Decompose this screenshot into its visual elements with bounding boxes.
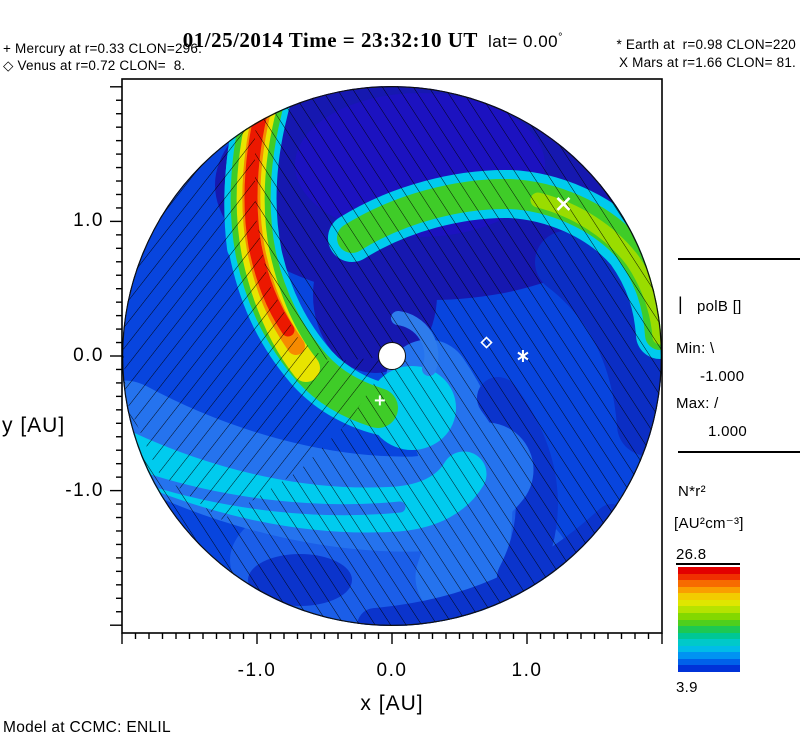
sun-icon <box>378 342 406 370</box>
colorbar-band <box>678 567 740 574</box>
colorbar-band <box>678 619 740 627</box>
colorbar-band <box>678 586 740 594</box>
colorbar-band <box>678 599 740 607</box>
venus-marker <box>480 336 493 349</box>
y-tick-label: 0.0 <box>73 345 104 366</box>
legend-mars: X Mars at r=1.66 CLON= 81. <box>618 55 796 70</box>
polb-max-value: 1.000 <box>708 423 748 440</box>
mercury-marker <box>374 395 385 406</box>
polb-max-label: Max: / <box>676 395 719 412</box>
solar-disk <box>122 86 662 626</box>
x-tick-label: 0.0 <box>376 660 408 681</box>
y-tick-label: 1.0 <box>73 210 104 231</box>
colorbar-band <box>678 573 740 581</box>
x-tick-label: -1.0 <box>237 660 277 681</box>
y-axis-label: y [AU] <box>2 414 66 437</box>
x-tick-label: 1.0 <box>511 660 543 681</box>
title-datetime: 01/25/2014 Time = 23:32:10 UT <box>182 28 478 52</box>
mars-marker <box>556 196 571 211</box>
polb-title: polB [] <box>697 298 742 315</box>
y-axis-ticks <box>110 86 122 626</box>
y-tick-label: -1.0 <box>65 480 104 501</box>
polb-bar-symbol: | <box>678 294 683 314</box>
colorbar-min-value: 3.9 <box>676 679 698 696</box>
panel-divider-top <box>678 258 800 260</box>
colorbar-band <box>678 593 740 600</box>
plot-title: 01/25/2014 Time = 23:32:10 UT lat= 0.00° <box>104 10 624 71</box>
title-latitude: lat= 0.00° <box>487 31 564 51</box>
polb-min-value: -1.000 <box>700 368 745 385</box>
colorbar-band <box>678 645 740 653</box>
earth-marker <box>517 350 529 362</box>
degree-symbol: ° <box>558 31 564 44</box>
colorbar-max-value: 26.8 <box>676 546 707 563</box>
colorbar-band <box>678 652 740 659</box>
colorbar-band <box>678 606 740 613</box>
polb-min-label: Min: \ <box>676 340 715 357</box>
x-axis-label: x [AU] <box>360 692 424 715</box>
colorbar-band <box>678 580 740 587</box>
colorbar-band <box>678 639 740 646</box>
colorbar-top-rule <box>676 563 740 565</box>
legend-mercury: + Mercury at r=0.33 CLON=296. <box>3 41 203 56</box>
colorbar-band <box>678 665 740 672</box>
legend-earth: * Earth at r=0.98 CLON=220 <box>616 37 796 52</box>
colorbar-band <box>678 658 740 666</box>
colorbar-band <box>678 632 740 640</box>
colorbar-quantity-label: N*r² <box>678 483 706 500</box>
model-credit: Model at CCMC: ENLIL <box>3 719 171 736</box>
colorbar-band <box>678 626 740 633</box>
x-axis-ticks <box>121 633 663 644</box>
planet-markers <box>374 196 571 406</box>
colorbar-gradient <box>678 567 740 672</box>
colorbar-band <box>678 612 740 620</box>
colorbar-units-label: [AU²cm⁻³] <box>674 515 744 532</box>
panel-divider-bottom <box>678 451 800 453</box>
legend-venus: ◇ Venus at r=0.72 CLON= 8. <box>3 58 186 73</box>
